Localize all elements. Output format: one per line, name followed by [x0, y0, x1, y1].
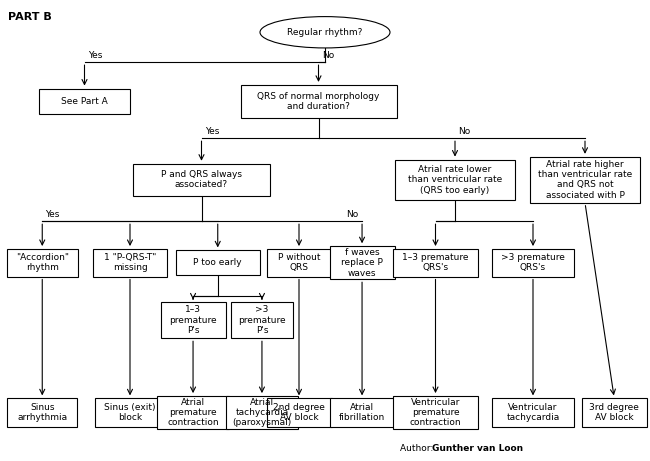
Text: Yes: Yes	[46, 210, 60, 219]
Text: P and QRS always
associated?: P and QRS always associated?	[161, 170, 242, 189]
Text: Sinus (exit)
block: Sinus (exit) block	[104, 403, 156, 422]
FancyBboxPatch shape	[493, 398, 573, 427]
Text: Atrial
fibrillation: Atrial fibrillation	[339, 403, 385, 422]
FancyBboxPatch shape	[393, 249, 478, 277]
FancyBboxPatch shape	[330, 246, 395, 279]
Text: No: No	[322, 51, 334, 60]
Text: 1–3
premature
P's: 1–3 premature P's	[169, 306, 217, 335]
Text: Atrial rate lower
than ventricular rate
(QRS too early): Atrial rate lower than ventricular rate …	[408, 165, 502, 195]
Text: 1–3 premature
QRS's: 1–3 premature QRS's	[402, 253, 469, 272]
Text: Atrial
tachycardia
(paroxysmal): Atrial tachycardia (paroxysmal)	[232, 398, 292, 427]
Text: 2nd degree
AV block: 2nd degree AV block	[273, 403, 325, 422]
Text: PART B: PART B	[8, 12, 51, 22]
FancyBboxPatch shape	[582, 398, 647, 427]
Text: "Accordion"
rhythm: "Accordion" rhythm	[16, 253, 69, 272]
Text: P too early: P too early	[194, 258, 242, 267]
FancyBboxPatch shape	[493, 249, 573, 277]
FancyBboxPatch shape	[133, 164, 270, 196]
FancyBboxPatch shape	[93, 249, 168, 277]
Text: Yes: Yes	[205, 127, 219, 136]
FancyBboxPatch shape	[95, 398, 165, 427]
FancyBboxPatch shape	[266, 398, 332, 427]
FancyBboxPatch shape	[157, 396, 229, 429]
FancyBboxPatch shape	[176, 250, 260, 275]
FancyBboxPatch shape	[395, 160, 515, 200]
Text: P without
QRS: P without QRS	[278, 253, 320, 272]
FancyBboxPatch shape	[231, 302, 293, 338]
FancyBboxPatch shape	[330, 398, 395, 427]
FancyBboxPatch shape	[39, 89, 130, 114]
Text: Atrial rate higher
than ventricular rate
and QRS not
associated with P: Atrial rate higher than ventricular rate…	[538, 160, 632, 200]
Text: f waves
replace P
waves: f waves replace P waves	[341, 248, 383, 278]
Text: 1 "P-QRS-T"
missing: 1 "P-QRS-T" missing	[104, 253, 156, 272]
FancyBboxPatch shape	[161, 302, 226, 338]
Text: No: No	[458, 127, 471, 136]
Text: Regular rhythm?: Regular rhythm?	[287, 28, 363, 37]
Text: Ventricular
premature
contraction: Ventricular premature contraction	[410, 398, 462, 427]
Text: Yes: Yes	[88, 51, 102, 60]
FancyBboxPatch shape	[266, 249, 332, 277]
Text: Gunther van Loon: Gunther van Loon	[432, 443, 523, 453]
Text: >3
premature
P's: >3 premature P's	[238, 306, 286, 335]
Ellipse shape	[260, 17, 390, 48]
FancyBboxPatch shape	[240, 85, 396, 118]
Text: No: No	[346, 210, 359, 219]
Text: Author:: Author:	[400, 443, 436, 453]
Text: Sinus
arrhythmia: Sinus arrhythmia	[17, 403, 68, 422]
FancyBboxPatch shape	[530, 157, 640, 203]
Text: See Part A: See Part A	[61, 97, 108, 106]
Text: >3 premature
QRS's: >3 premature QRS's	[501, 253, 565, 272]
Text: Atrial
premature
contraction: Atrial premature contraction	[167, 398, 219, 427]
FancyBboxPatch shape	[226, 396, 298, 429]
FancyBboxPatch shape	[7, 398, 77, 427]
Text: 3rd degree
AV block: 3rd degree AV block	[590, 403, 639, 422]
FancyBboxPatch shape	[393, 396, 478, 429]
Text: Ventricular
tachycardia: Ventricular tachycardia	[506, 403, 560, 422]
Text: QRS of normal morphology
and duration?: QRS of normal morphology and duration?	[257, 92, 380, 111]
FancyBboxPatch shape	[6, 249, 78, 277]
